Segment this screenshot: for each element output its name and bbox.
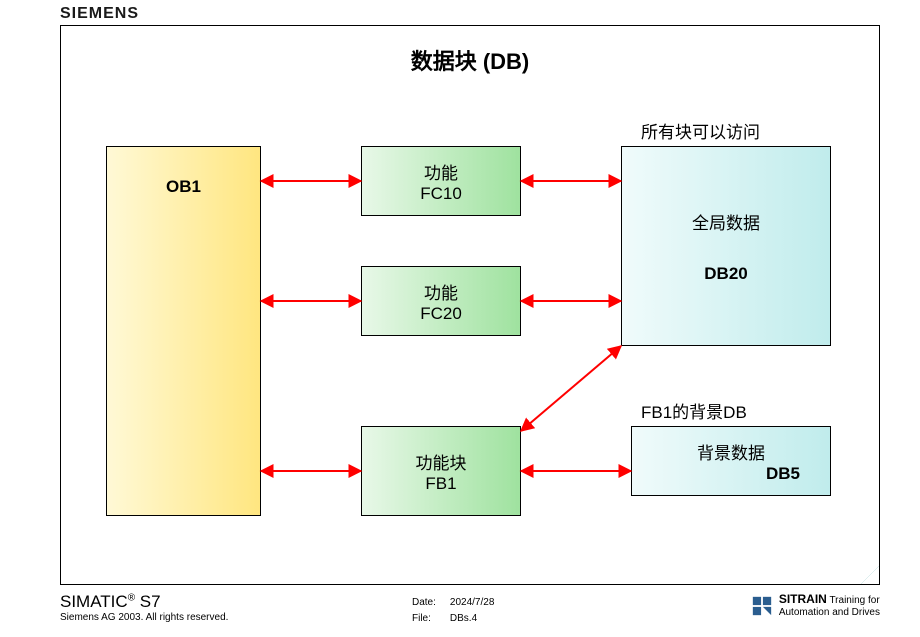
copyright: Siemens AG 2003. All rights reserved. xyxy=(60,612,228,623)
block-fc20: 功能 FC20 xyxy=(361,266,521,336)
fc20-label-bottom: FC20 xyxy=(420,304,462,324)
sitrain-tag1: Training for xyxy=(829,595,879,606)
brand-logo: SIEMENS xyxy=(60,5,139,23)
db20-label-bottom: DB20 xyxy=(704,264,747,284)
product-brand: SIMATIC xyxy=(60,592,128,611)
footer-left: SIMATIC® S7 Siemens AG 2003. All rights … xyxy=(60,592,228,623)
sitrain-tag2: Automation and Drives xyxy=(779,607,880,618)
block-fc10: 功能 FC10 xyxy=(361,146,521,216)
fb1-label-top: 功能块 xyxy=(416,449,467,474)
sitrain-text: SITRAIN Training for Automation and Driv… xyxy=(779,592,880,619)
fb1-label-bottom: FB1 xyxy=(425,474,456,494)
sitrain-icon xyxy=(751,595,773,617)
block-db5: 背景数据 DB5 xyxy=(631,426,831,496)
fc10-label-top: 功能 xyxy=(424,159,458,184)
footer-meta: Date: 2024/7/28 File: DBs.4 xyxy=(410,594,508,628)
product-suffix: S7 xyxy=(135,592,161,611)
block-db20: 全局数据 DB20 xyxy=(621,146,831,346)
footer-right: SITRAIN Training for Automation and Driv… xyxy=(751,592,880,619)
slide-title: 数据块 (DB) xyxy=(61,44,879,76)
label-global-access: 所有块可以访问 xyxy=(641,118,760,143)
db20-label-top: 全局数据 xyxy=(692,209,760,234)
fc20-label-top: 功能 xyxy=(424,279,458,304)
db5-label-bottom: DB5 xyxy=(766,464,800,484)
product-name: SIMATIC® S7 xyxy=(60,592,228,612)
db5-label-top: 背景数据 xyxy=(697,439,765,464)
sitrain-brand: SITRAIN xyxy=(779,592,827,606)
date-label: Date: xyxy=(412,596,448,610)
label-instance-db: FB1的背景DB xyxy=(641,398,747,423)
slide-frame: 数据块 (DB) 所有块可以访问 FB1的背景DB OB1 功能 FC10 功能… xyxy=(60,25,880,585)
block-ob1: OB1 xyxy=(106,146,261,516)
file-value: DBs.4 xyxy=(450,612,507,626)
page-corner-fold xyxy=(861,566,879,584)
footer: SIMATIC® S7 Siemens AG 2003. All rights … xyxy=(60,592,880,632)
file-label: File: xyxy=(412,612,448,626)
fc10-label-bottom: FC10 xyxy=(420,184,462,204)
block-fb1: 功能块 FB1 xyxy=(361,426,521,516)
ob1-label: OB1 xyxy=(166,177,201,197)
date-value: 2024/7/28 xyxy=(450,596,507,610)
